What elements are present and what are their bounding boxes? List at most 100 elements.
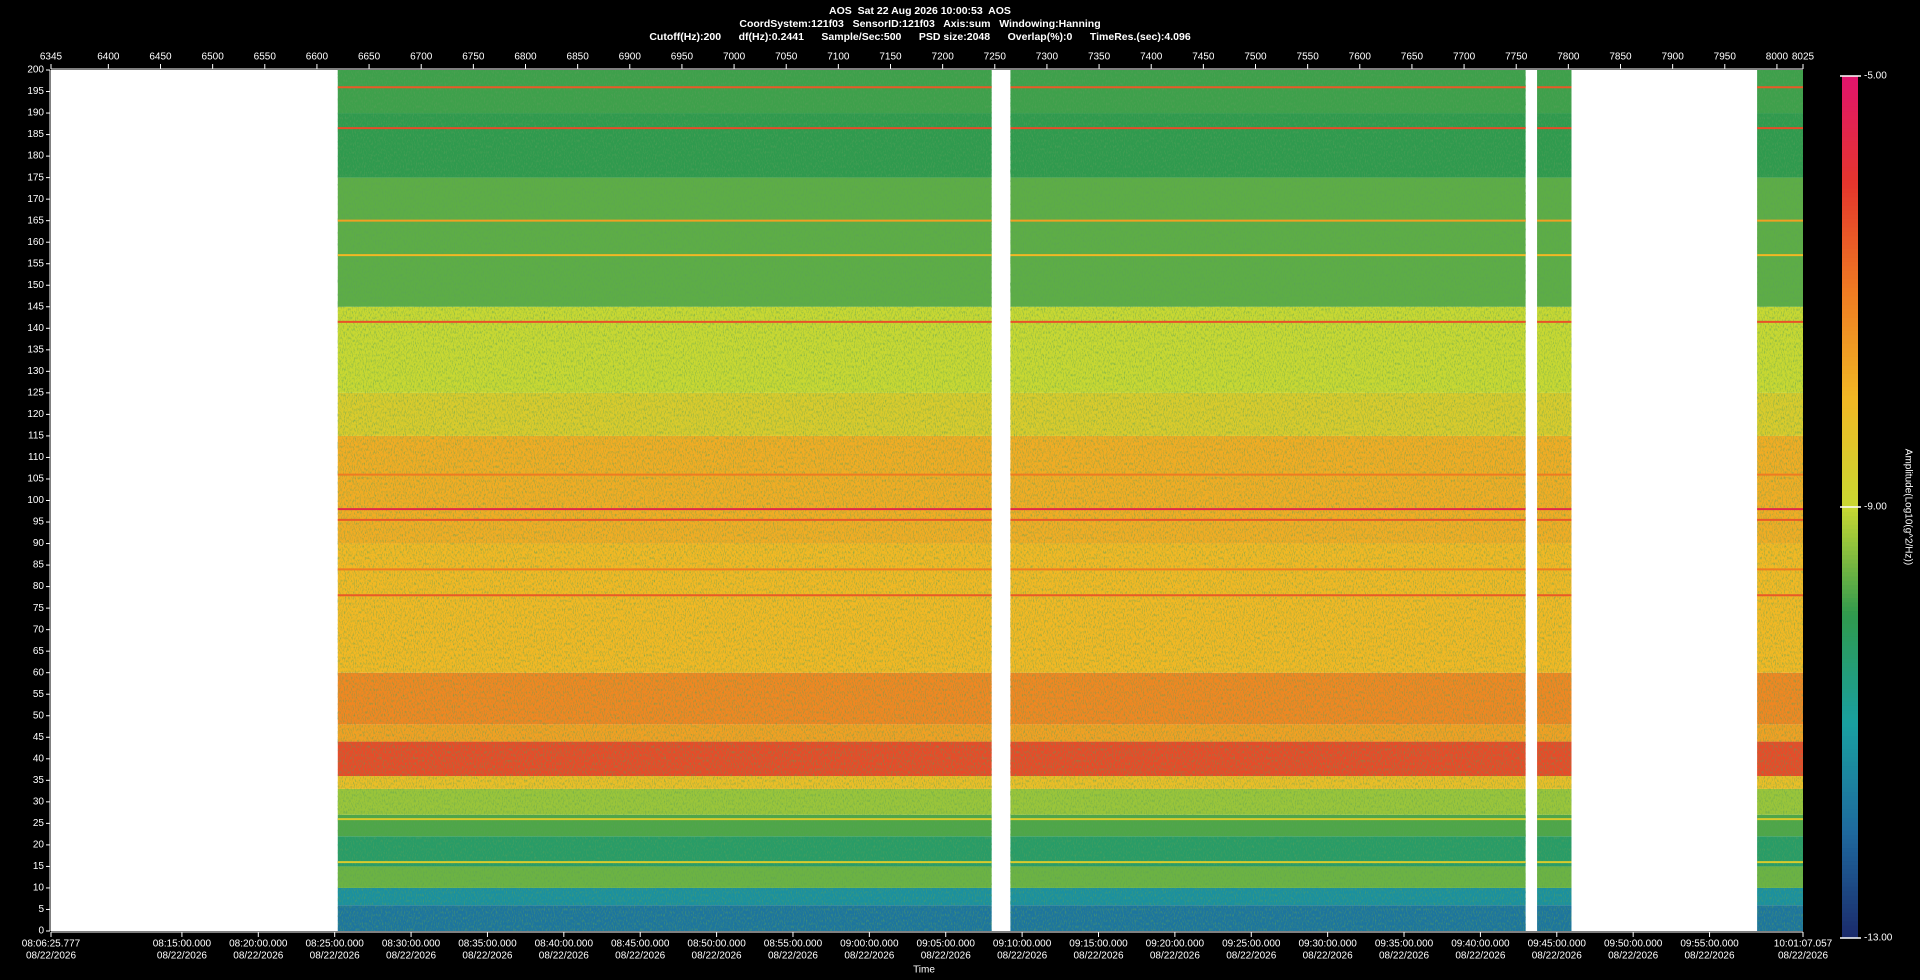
colorbar-step [1842,261,1858,267]
top-tick-label: 7100 [827,52,850,63]
colorbar-step [1842,330,1858,336]
colorbar-step [1842,700,1858,706]
y-tick-label: 25 [33,818,45,829]
colorbar-step [1842,881,1858,887]
y-tick-label: 115 [28,431,44,442]
data-segment [1757,70,1803,931]
top-tick-label: 7950 [1714,52,1737,63]
colorbar-step [1842,541,1858,547]
colorbar-step [1842,351,1858,357]
y-tick-label: 85 [33,560,45,571]
top-tick-label: 6450 [149,52,172,63]
colorbar-step [1842,157,1858,163]
top-tick-label: 6950 [671,52,694,63]
colorbar-step [1842,248,1858,254]
colorbar-step [1842,252,1858,258]
colorbar-step [1842,584,1858,590]
y-tick-label: 80 [33,581,45,592]
x-tick-time: 09:50:00.000 [1604,939,1663,950]
colorbar-step [1842,93,1858,99]
top-tick-label: 6400 [97,52,120,63]
spectrum-texture [1010,70,1526,931]
colorbar-step [1842,80,1858,86]
top-tick-label: 8000 [1766,52,1789,63]
y-tick-label: 5 [38,904,44,915]
colorbar-step [1842,644,1858,650]
colorbar-step [1842,567,1858,573]
colorbar-step [1842,588,1858,594]
colorbar-step [1842,800,1858,805]
x-tick-time: 08:55:00.000 [764,939,823,950]
colorbar-step [1842,494,1858,499]
x-tick-date: 08/22/2026 [768,951,818,962]
x-tick-date: 08/22/2026 [692,951,742,962]
y-tick-label: 160 [27,237,44,248]
x-tick-date: 08/22/2026 [310,951,360,962]
top-tick-label: 7250 [984,52,1007,63]
colorbar-step [1842,920,1858,926]
colorbar-step [1842,554,1858,560]
colorbar-step [1842,360,1858,366]
colorbar-step [1842,382,1858,387]
colorbar-step [1842,295,1858,301]
x-tick-time: 08:35:00.000 [458,939,517,950]
spectrum-texture [337,70,992,931]
colorbar-step [1842,688,1858,693]
y-tick-label: 15 [33,861,45,872]
colorbar-step [1842,679,1858,685]
colorbar-step [1842,317,1858,323]
colorbar-step [1842,813,1858,818]
top-tick-label: 6650 [358,52,381,63]
colorbar-step [1842,213,1858,219]
x-tick-date: 08/22/2026 [157,951,207,962]
x-tick-time: 08:30:00.000 [382,939,441,950]
colorbar-step [1842,390,1858,396]
colorbar-step [1842,838,1858,844]
colorbar-step [1842,235,1858,241]
colorbar-step [1842,123,1858,129]
x-tick-time: 09:30:00.000 [1298,939,1357,950]
top-tick-label: 6500 [202,52,225,63]
colorbar-step [1842,903,1858,909]
colorbar-step [1842,200,1858,206]
colorbar-step [1842,140,1858,146]
colorbar-step [1842,606,1858,612]
top-tick-label: 6850 [567,52,590,63]
colorbar-step [1842,321,1858,327]
colorbar-step [1842,528,1858,534]
top-tick-label: 8025 [1792,52,1815,63]
colorbar-step [1842,416,1858,422]
x-tick-date: 08/22/2026 [1685,951,1735,962]
colorbar-step [1842,744,1858,749]
colorbar-step [1842,563,1858,568]
x-tick-date: 08/22/2026 [1778,951,1828,962]
top-tick-label: 7850 [1609,52,1632,63]
colorbar-step [1842,623,1858,629]
top-tick-label: 7900 [1662,52,1685,63]
y-tick-label: 140 [27,323,44,334]
colorbar-step [1842,106,1858,112]
colorbar-step [1842,476,1858,482]
colorbar-step [1842,239,1858,245]
colorbar-step [1842,468,1858,474]
colorbar-step [1842,287,1858,293]
top-tick-label: 6550 [254,52,277,63]
colorbar-step [1842,162,1858,168]
colorbar-step [1842,731,1858,737]
colorbar-step [1842,933,1858,939]
x-tick-time: 08:50:00.000 [687,939,746,950]
x-tick-date: 08/22/2026 [539,951,589,962]
colorbar-step [1842,97,1858,103]
y-tick-label: 35 [33,775,45,786]
colorbar-step [1842,507,1858,512]
colorbar-step [1842,101,1858,107]
colorbar-step [1842,308,1858,314]
colorbar-step [1842,183,1858,189]
top-tick-label: 7800 [1557,52,1580,63]
colorbar-step [1842,257,1858,262]
colorbar-step [1842,787,1858,793]
x-tick-time: 09:25:00.000 [1222,939,1281,950]
colorbar-step [1842,179,1858,185]
y-tick-label: 110 [28,452,44,463]
